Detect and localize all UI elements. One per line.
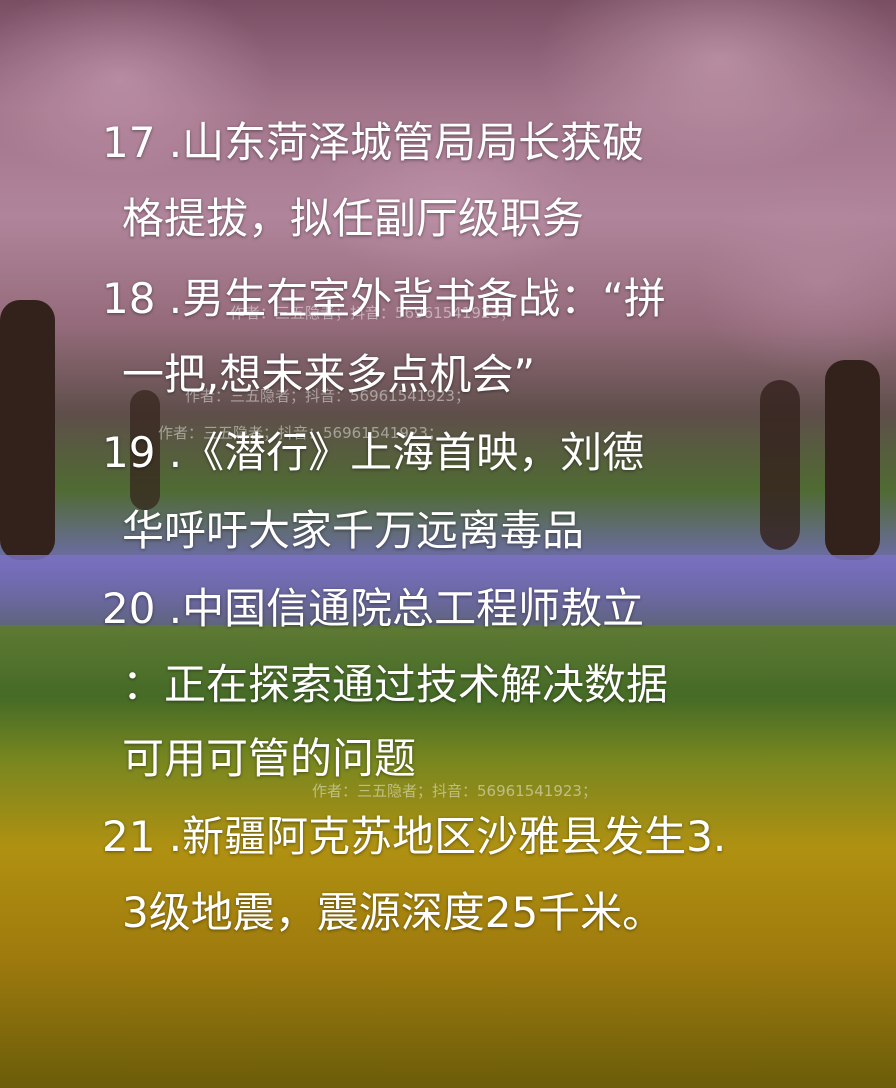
tulip-field bbox=[0, 690, 896, 1088]
item-17-line-2: 格提拔，拟任副厅级职务 bbox=[122, 194, 585, 243]
watermark: 作者：三五隐者；抖音：56961541923； bbox=[185, 387, 470, 405]
item-18-line-1: 18 .男生在室外背书备战：“拼 bbox=[102, 274, 666, 323]
item-21-line-2: 3级地震，震源深度25千米。 bbox=[122, 888, 665, 937]
tree-trunk-right bbox=[825, 360, 880, 560]
item-19-line-2: 华呼吁大家千万远离毒品 bbox=[122, 506, 585, 555]
watermark: 作者：三五隐者；抖音：56961541923； bbox=[230, 304, 515, 322]
item-20-line-1: 20 .中国信通院总工程师敖立 bbox=[102, 584, 645, 633]
tree-trunk-mid-left bbox=[130, 390, 160, 510]
watermark: 作者：三五隐者；抖音：56961541923； bbox=[158, 424, 443, 442]
item-18-line-2: 一把,想未来多点机会” bbox=[122, 350, 536, 399]
watermark: 作者：三五隐者；抖音：56961541923； bbox=[312, 782, 597, 800]
item-19-line-1: 19 .《潜行》上海首映，刘德 bbox=[102, 428, 645, 477]
item-17-line-1: 17 .山东菏泽城管局局长获破 bbox=[102, 118, 645, 167]
cherry-blossom-canopy bbox=[0, 0, 896, 420]
tree-trunk-left bbox=[0, 300, 55, 560]
item-20-line-3: 可用可管的问题 bbox=[122, 734, 417, 783]
tree-trunk-mid-right bbox=[760, 380, 800, 550]
lavender-row bbox=[0, 555, 896, 625]
item-20-line-2: ：正在探索通过技术解决数据 bbox=[122, 660, 669, 709]
item-21-line-1: 21 .新疆阿克苏地区沙雅县发生3. bbox=[102, 812, 727, 861]
